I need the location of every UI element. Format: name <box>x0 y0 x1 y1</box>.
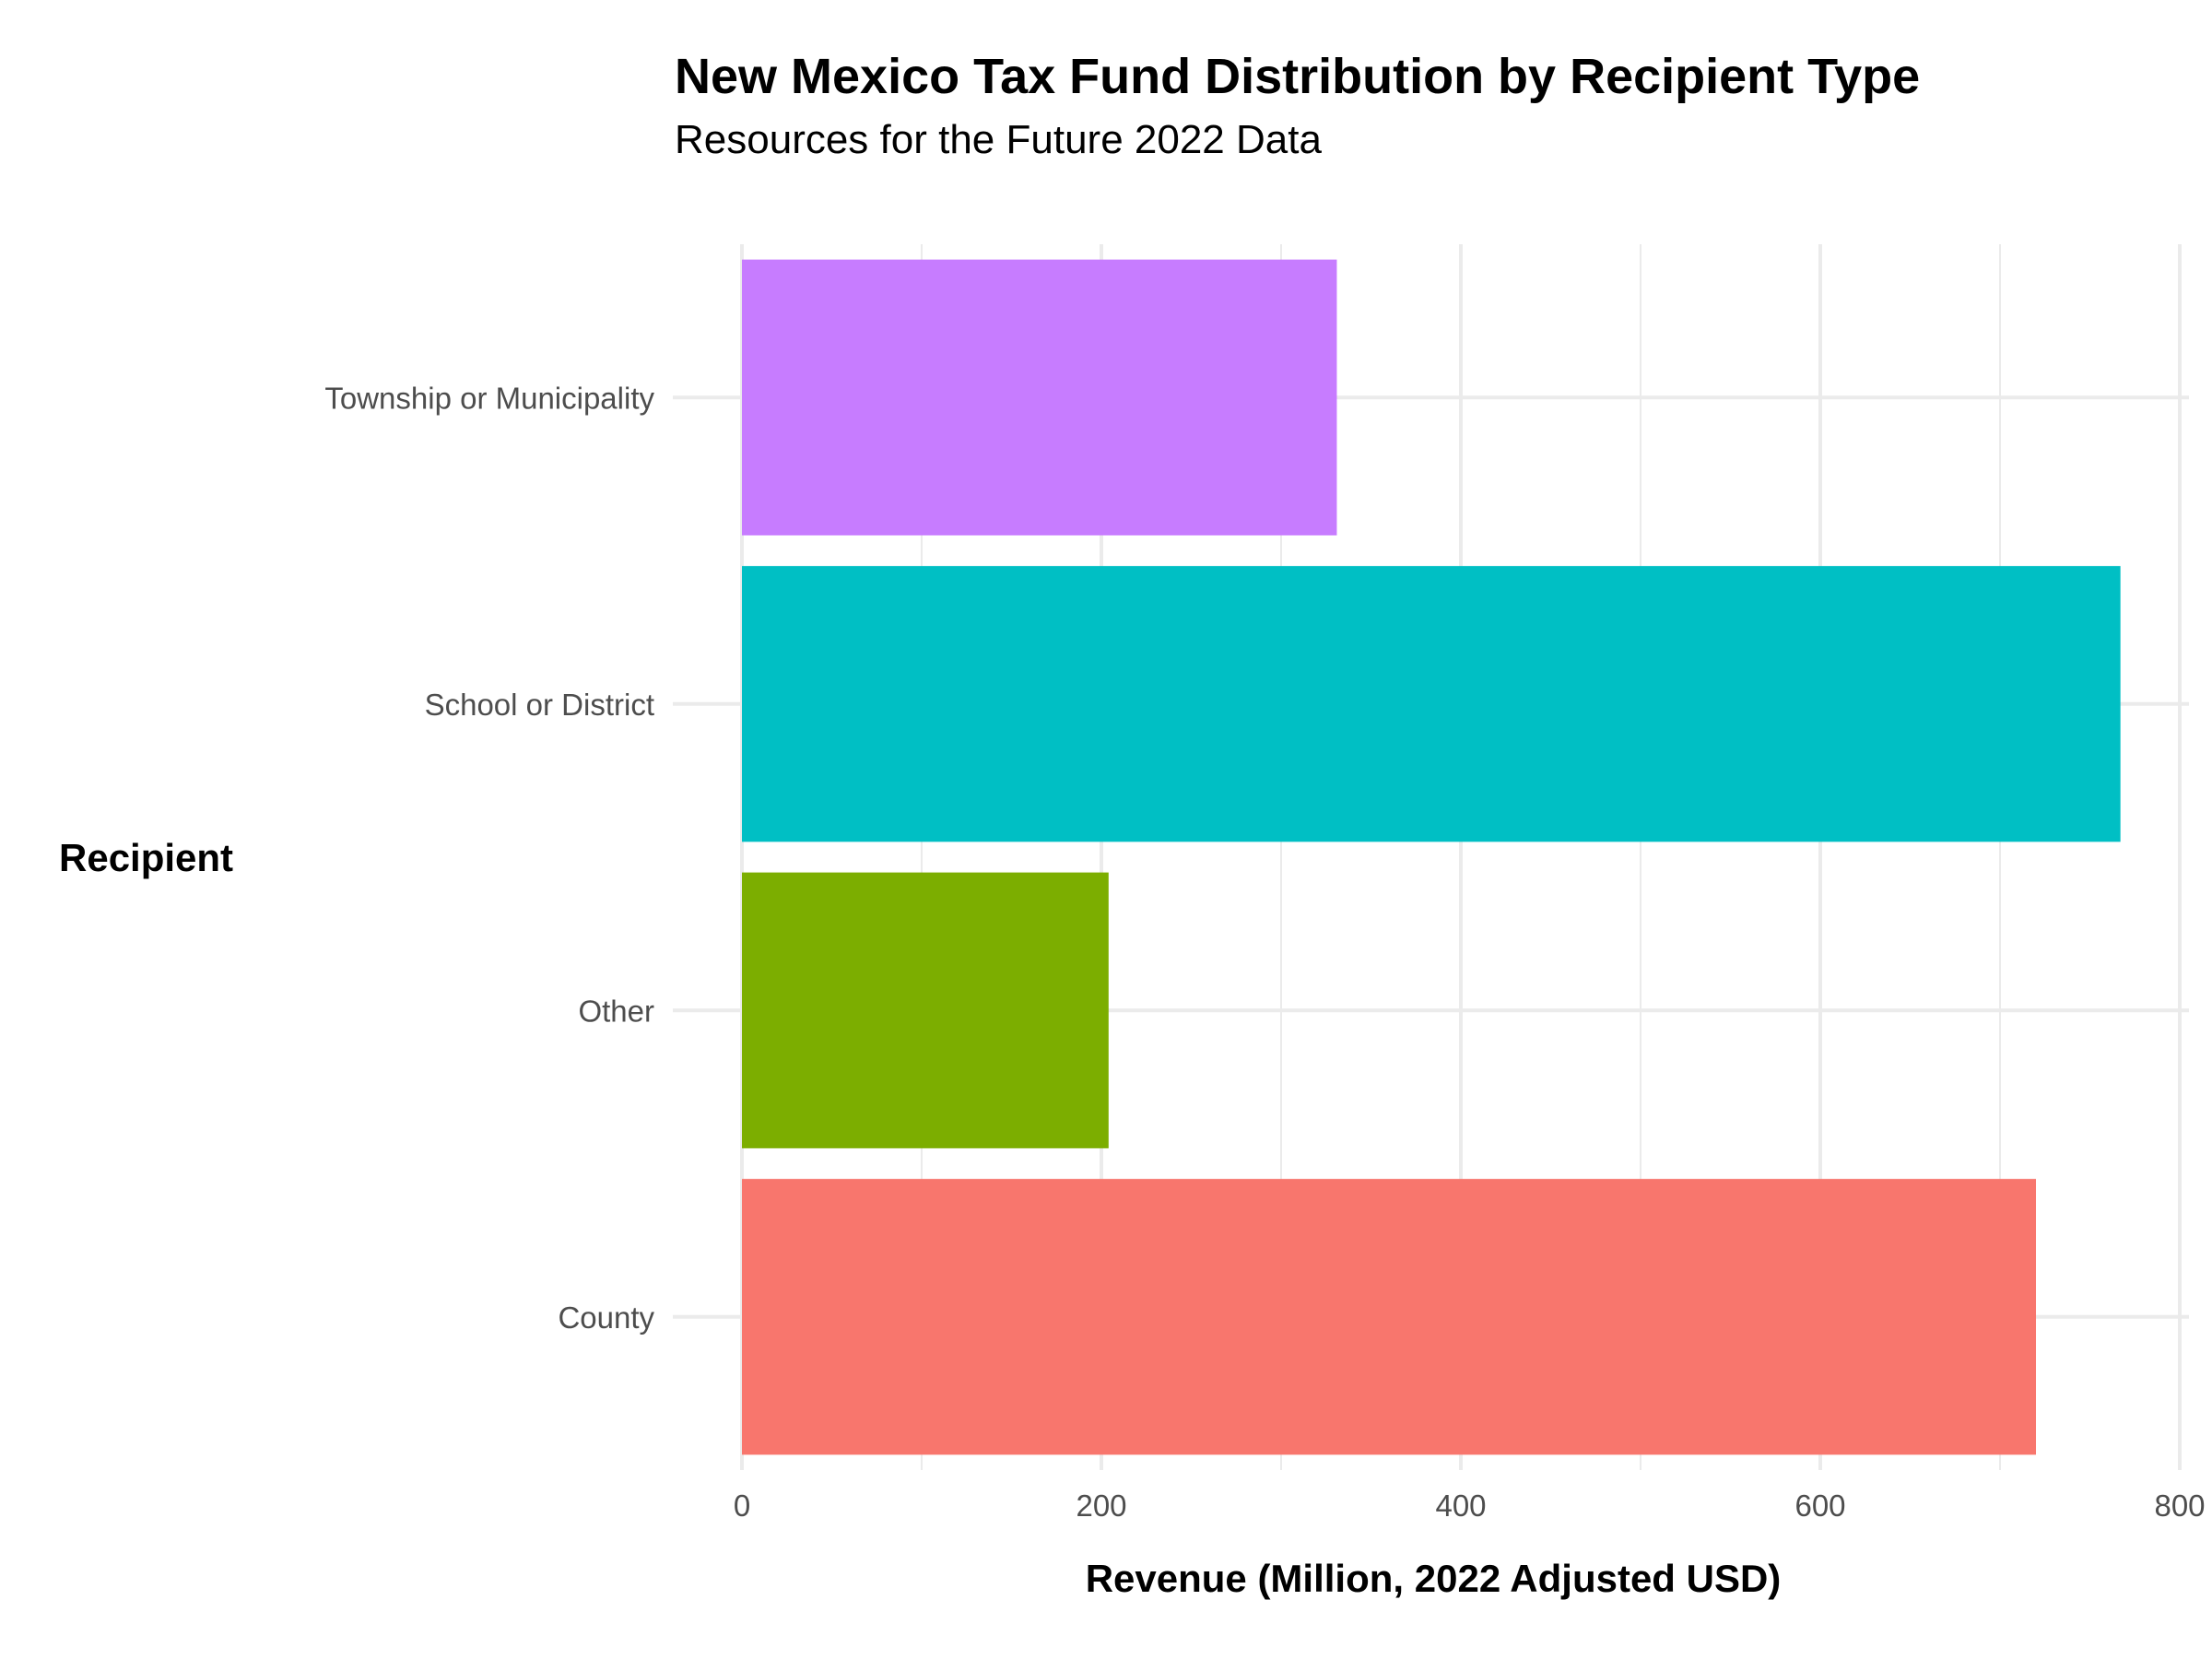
x-axis-title: Revenue (Million, 2022 Adjusted USD) <box>1086 1557 1782 1600</box>
bar-township-or-municipality <box>742 259 1337 535</box>
y-tick-label: School or District <box>425 688 654 722</box>
bars <box>742 259 2121 1455</box>
y-tick-label: Other <box>578 994 654 1028</box>
y-axis-title: Recipient <box>59 836 233 879</box>
y-tick-labels: County Other School or District Township or… <box>324 381 654 1335</box>
x-tick-label: 200 <box>1076 1488 1126 1523</box>
x-tick-labels: 0 200 400 600 800 <box>734 1488 2206 1523</box>
bar-school-or-district <box>742 566 2121 842</box>
y-tick-label: County <box>558 1300 654 1335</box>
chart-title: New Mexico Tax Fund Distribution by Reci… <box>675 49 1921 104</box>
x-tick-label: 400 <box>1435 1488 1486 1523</box>
bar-county <box>742 1179 2036 1455</box>
x-tick-label: 0 <box>734 1488 750 1523</box>
bar-other <box>742 872 1109 1148</box>
chart-subtitle: Resources for the Future 2022 Data <box>675 117 1322 162</box>
y-tick-label: Township or Municipality <box>324 381 654 415</box>
x-tick-label: 600 <box>1794 1488 1845 1523</box>
x-tick-label: 800 <box>2154 1488 2205 1523</box>
